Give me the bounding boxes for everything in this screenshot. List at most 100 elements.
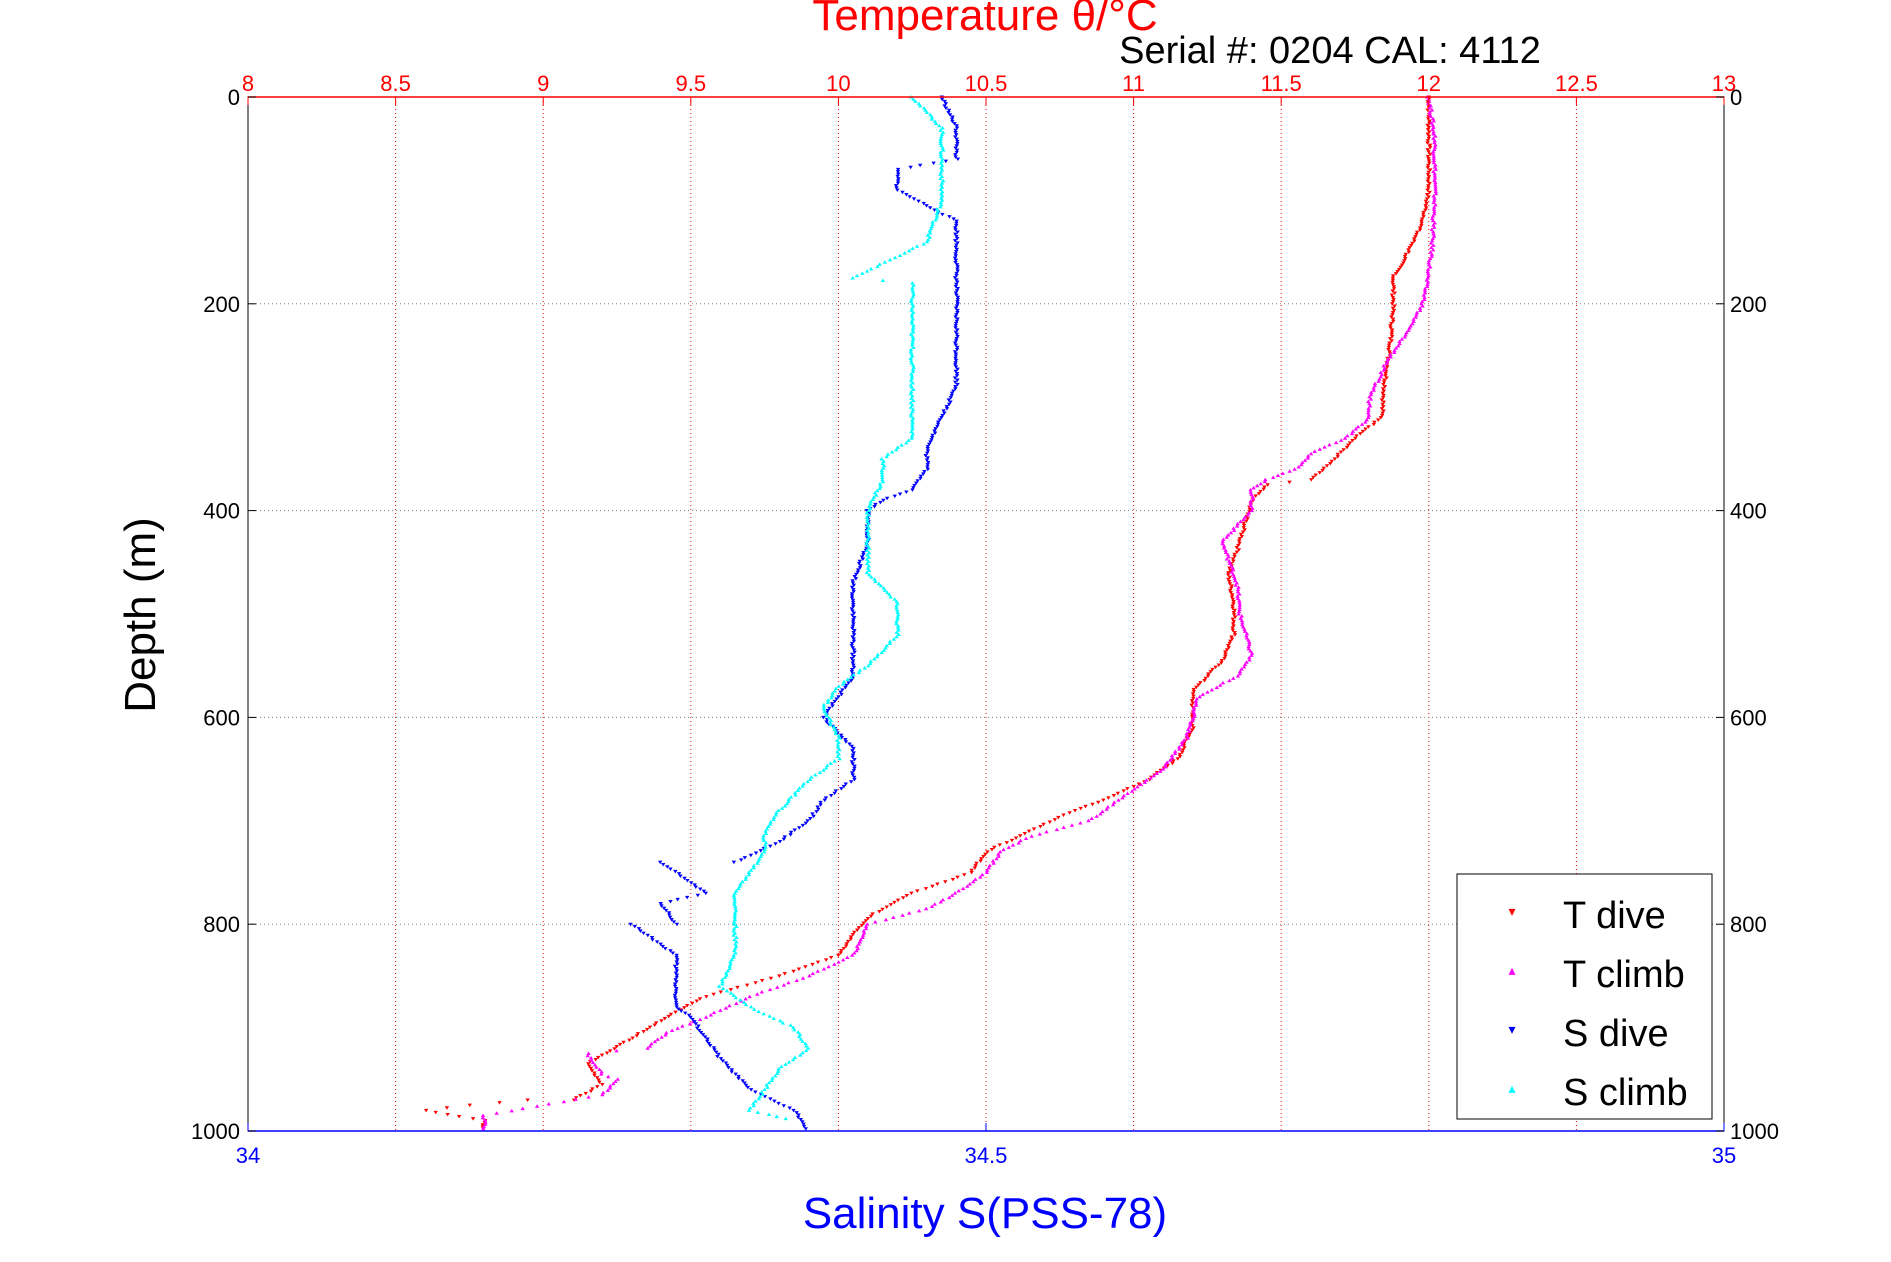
data-point bbox=[672, 964, 678, 969]
data-point bbox=[930, 433, 935, 438]
data-point bbox=[855, 568, 861, 572]
data-point bbox=[1432, 138, 1437, 143]
data-point bbox=[910, 290, 916, 294]
data-point bbox=[674, 960, 679, 964]
data-point bbox=[792, 790, 798, 795]
data-point bbox=[1031, 827, 1037, 831]
data-point bbox=[899, 443, 904, 447]
data-point bbox=[1231, 526, 1236, 530]
data-point bbox=[753, 1090, 758, 1094]
data-point bbox=[1433, 182, 1438, 187]
legend-marker-s-climb: ▴ bbox=[1508, 1080, 1515, 1096]
top-tick-label: 9 bbox=[537, 71, 549, 96]
data-point bbox=[1234, 524, 1240, 528]
data-point bbox=[1431, 205, 1437, 209]
data-point bbox=[1433, 180, 1438, 185]
data-point bbox=[837, 736, 842, 740]
data-point bbox=[1324, 464, 1330, 468]
data-point bbox=[676, 1007, 681, 1011]
data-point bbox=[900, 913, 905, 917]
data-point bbox=[1247, 640, 1252, 644]
data-point bbox=[758, 849, 763, 853]
data-point bbox=[1148, 775, 1153, 780]
data-point bbox=[895, 614, 900, 619]
data-point bbox=[762, 847, 767, 852]
data-point bbox=[692, 883, 697, 887]
data-point bbox=[1426, 115, 1431, 119]
data-point bbox=[497, 1101, 502, 1105]
data-point bbox=[830, 704, 835, 708]
data-point bbox=[748, 1088, 754, 1092]
data-point bbox=[895, 179, 901, 183]
data-point bbox=[729, 1070, 734, 1074]
data-point bbox=[821, 707, 827, 711]
data-point bbox=[1344, 445, 1350, 450]
data-point bbox=[1368, 392, 1374, 397]
data-point bbox=[1240, 530, 1246, 535]
data-point bbox=[955, 334, 960, 339]
data-point bbox=[953, 321, 959, 326]
data-point bbox=[843, 738, 848, 742]
data-point bbox=[939, 134, 944, 139]
data-point bbox=[758, 854, 764, 858]
data-point bbox=[1237, 669, 1243, 673]
data-point bbox=[848, 780, 854, 784]
data-point bbox=[938, 900, 944, 904]
data-point bbox=[929, 438, 934, 442]
data-point bbox=[728, 991, 734, 995]
data-point bbox=[674, 922, 680, 927]
data-point bbox=[854, 944, 860, 948]
data-point bbox=[940, 145, 945, 150]
left-depth-tick-label: 1000 bbox=[191, 1119, 240, 1144]
data-point bbox=[731, 919, 737, 924]
data-point bbox=[1327, 442, 1332, 447]
data-point bbox=[1366, 415, 1371, 420]
data-point bbox=[862, 665, 867, 670]
data-point bbox=[894, 621, 899, 626]
data-point bbox=[839, 949, 844, 953]
data-point bbox=[814, 810, 819, 814]
data-point bbox=[845, 939, 851, 944]
data-point bbox=[1228, 530, 1234, 535]
data-point bbox=[911, 97, 916, 101]
data-point bbox=[953, 155, 958, 159]
data-point bbox=[850, 620, 856, 624]
data-point bbox=[1219, 661, 1224, 665]
data-point bbox=[849, 668, 855, 672]
data-point bbox=[1241, 664, 1247, 669]
data-point bbox=[908, 347, 914, 352]
data-point bbox=[883, 645, 888, 650]
data-point bbox=[879, 456, 884, 461]
data-point bbox=[1227, 678, 1232, 683]
data-point bbox=[1224, 535, 1229, 539]
data-point bbox=[1429, 254, 1435, 258]
data-point bbox=[1425, 132, 1430, 137]
data-point bbox=[835, 742, 841, 747]
data-point bbox=[1220, 539, 1225, 544]
data-point bbox=[723, 1061, 729, 1066]
data-point bbox=[1339, 438, 1344, 442]
data-point bbox=[597, 1080, 602, 1085]
data-point bbox=[1250, 497, 1256, 501]
series-layer bbox=[423, 95, 1439, 1131]
data-point bbox=[546, 1102, 551, 1106]
data-point bbox=[1258, 489, 1263, 494]
data-point bbox=[1431, 160, 1437, 165]
data-point bbox=[1232, 576, 1237, 581]
data-point bbox=[600, 1090, 606, 1095]
data-point bbox=[697, 997, 703, 1001]
data-point bbox=[887, 639, 893, 643]
right-depth-tick-label: 400 bbox=[1730, 499, 1767, 524]
data-point bbox=[735, 985, 740, 990]
data-point bbox=[650, 938, 655, 942]
data-point bbox=[910, 340, 915, 345]
data-point bbox=[753, 981, 758, 985]
data-point bbox=[1424, 201, 1429, 206]
data-point bbox=[660, 862, 666, 867]
data-point bbox=[940, 148, 946, 152]
data-point bbox=[746, 870, 752, 874]
data-point bbox=[1250, 494, 1255, 499]
data-point bbox=[827, 716, 832, 720]
data-point bbox=[592, 1071, 597, 1075]
data-point bbox=[748, 853, 754, 858]
